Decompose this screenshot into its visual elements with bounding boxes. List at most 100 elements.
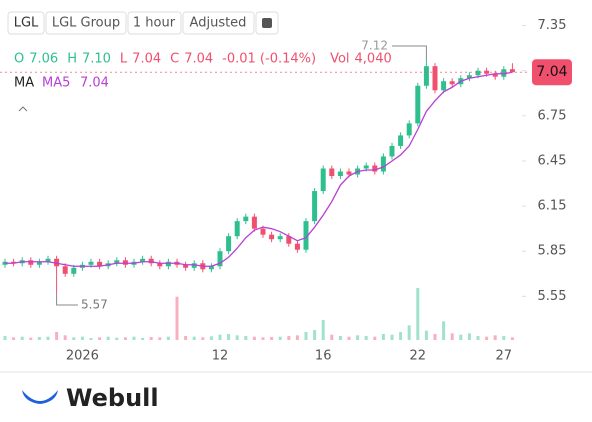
candle-body <box>475 70 481 76</box>
last-price-tag <box>532 59 572 86</box>
volume-bar <box>364 336 368 340</box>
candle-body <box>269 234 275 240</box>
candle-body <box>441 81 447 91</box>
volume-bar <box>149 337 153 340</box>
candle-body <box>466 75 472 79</box>
ma-name: MA5 <box>42 76 70 91</box>
quote-label: O <box>14 52 24 67</box>
min-label: 5.57 <box>81 298 108 312</box>
candle-body <box>312 191 318 222</box>
candle-body <box>398 135 404 146</box>
candle-body <box>148 258 154 264</box>
symbol: LGL <box>14 16 39 31</box>
volume-bar <box>37 337 41 340</box>
min-pointer <box>56 293 78 306</box>
max-pointer <box>392 45 427 61</box>
symbol-button[interactable] <box>7 11 45 35</box>
candle-body <box>217 251 223 267</box>
collapse-caret[interactable] <box>18 106 28 112</box>
volume-bar <box>20 336 24 340</box>
candle-body <box>277 236 283 240</box>
adjust-button[interactable] <box>182 11 255 35</box>
candle-body <box>492 73 498 77</box>
volume-bar <box>115 337 119 340</box>
volume-bar <box>158 337 162 340</box>
candle-body <box>251 216 257 229</box>
volume-bar <box>218 334 222 340</box>
volume-bar <box>399 332 403 340</box>
settings-icon <box>262 18 272 28</box>
candle-body <box>243 216 249 222</box>
quote-label: L <box>120 52 128 67</box>
name-button[interactable] <box>45 11 127 35</box>
volume-bar <box>166 336 170 340</box>
candle-body <box>191 263 197 268</box>
x-tick-label: 2026 <box>66 349 99 364</box>
volume-bar <box>55 332 59 340</box>
company-name: LGL Group <box>52 16 120 31</box>
volume-bar <box>424 330 428 340</box>
candle-body <box>501 69 507 77</box>
last-price-label: 7.04 <box>536 64 567 80</box>
candle-body <box>389 145 395 157</box>
y-tick-label: 6.15 <box>538 199 567 214</box>
volume-bar <box>209 336 213 340</box>
quote-label: H <box>67 52 77 67</box>
volume-bar <box>89 338 93 340</box>
candle-body <box>208 266 214 270</box>
candle-body <box>97 261 103 267</box>
candle-body <box>88 261 94 265</box>
candle-body <box>28 260 34 265</box>
volume-bar <box>201 337 205 340</box>
candle-body <box>294 243 300 250</box>
volume-bar <box>313 330 317 340</box>
volume-bar <box>98 337 102 340</box>
volume-bar <box>485 336 489 340</box>
volume-bar <box>29 337 33 340</box>
volume-bar <box>295 335 299 340</box>
volume-bar <box>493 335 497 340</box>
candle-body <box>415 85 421 124</box>
volume-bar <box>381 334 385 340</box>
volume-bar <box>244 336 248 340</box>
candle-body <box>114 260 120 264</box>
volume-bar <box>123 337 127 340</box>
candle-body <box>509 69 515 73</box>
ma-value: 7.04 <box>80 76 109 91</box>
volume-bar <box>321 320 325 340</box>
candle-body <box>423 66 429 86</box>
volume-bar <box>450 333 454 340</box>
x-tick-label: 16 <box>315 349 332 364</box>
volume-bar <box>442 321 446 340</box>
volume-bar <box>433 334 437 340</box>
volume-bar <box>502 336 506 340</box>
volume-bar <box>459 334 463 340</box>
volume-bar <box>252 336 256 340</box>
candle-body <box>449 81 455 85</box>
volume-bar <box>287 336 291 340</box>
candle-body <box>45 258 51 262</box>
interval-button[interactable] <box>127 11 182 35</box>
volume-bar <box>270 337 274 340</box>
candle-body <box>157 263 163 267</box>
candle-body <box>226 236 232 252</box>
candle-body <box>320 168 326 192</box>
logo <box>22 390 58 404</box>
volume-bar <box>373 336 377 340</box>
volume-bar <box>416 288 420 340</box>
candle-body <box>165 261 171 267</box>
candle-body <box>260 228 266 235</box>
quote-value: 7.06 <box>29 52 58 67</box>
volume-bar <box>390 334 394 340</box>
volume-bar <box>338 336 342 340</box>
volume-bar <box>347 336 351 340</box>
volume-bar <box>46 336 50 340</box>
volume-bar <box>12 337 16 340</box>
volume-bar <box>261 337 265 340</box>
candle-body <box>140 258 146 262</box>
volume-bar <box>63 335 67 340</box>
volume-bar <box>106 336 110 340</box>
volume-bar <box>407 325 411 340</box>
x-tick-label: 27 <box>496 349 513 364</box>
